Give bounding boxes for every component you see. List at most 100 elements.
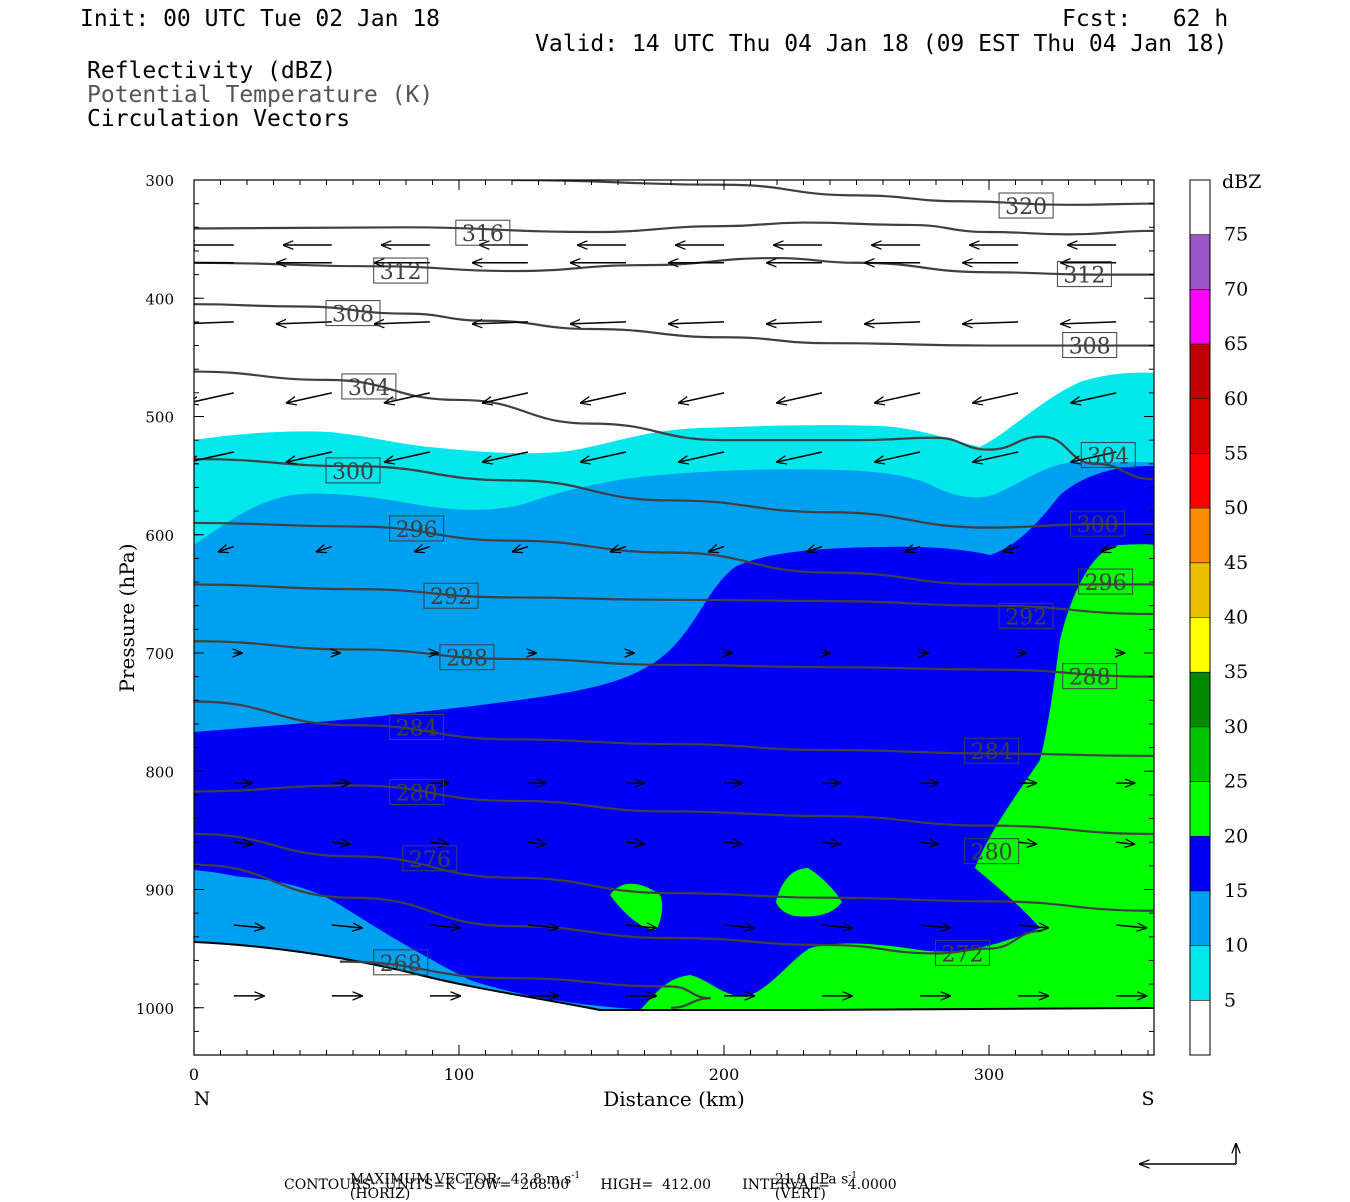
reflectivity-15dbz-region [194, 465, 1154, 1011]
circulation-vector [723, 925, 754, 928]
theta-label-276: 276 [402, 845, 458, 873]
colorbar-swatch [1190, 344, 1210, 399]
circulation-vectors [194, 245, 1146, 996]
colorbar-swatch [1190, 781, 1210, 837]
colorbar-swatch [1190, 562, 1210, 618]
circulation-vector [513, 547, 529, 552]
y-tick-label: 700 [145, 645, 174, 663]
svg-text:288: 288 [1069, 666, 1111, 691]
colorbar-label: 25 [1224, 771, 1248, 793]
theta-label-268: 268 [373, 949, 429, 977]
x-axis-title: Distance (km) [603, 1087, 745, 1111]
colorbar-label: 10 [1224, 935, 1248, 957]
colorbar-label: 40 [1224, 607, 1248, 629]
theta-label-272: 272 [935, 939, 990, 967]
theta-label-292: 292 [423, 582, 479, 610]
circulation-vector [1116, 925, 1146, 928]
svg-text:308: 308 [1069, 335, 1111, 360]
svg-text:292: 292 [430, 585, 472, 610]
x-tick-label: 300 [974, 1065, 1005, 1084]
circulation-vector [777, 451, 823, 462]
theta-contour-280 [194, 784, 1154, 836]
circulation-vector [920, 925, 950, 928]
svg-text:296: 296 [1085, 571, 1127, 596]
circulation-vector [875, 392, 921, 403]
theta-contour-312 [194, 256, 1154, 276]
svg-text:312: 312 [380, 260, 422, 285]
valid-time: Valid: 14 UTC Thu 04 Jan 18 (09 EST Thu … [535, 31, 1228, 57]
colorbar-unit: dBZ [1222, 171, 1261, 193]
circulation-vector [277, 322, 332, 324]
colorbar-label: 60 [1224, 388, 1248, 410]
svg-text:320: 320 [1005, 195, 1047, 220]
circulation-vector [679, 392, 725, 403]
theta-label-304: 304 [341, 373, 397, 401]
theta-label-300: 300 [325, 457, 381, 485]
circulation-vector [483, 451, 529, 462]
colorbar-swatch [1190, 890, 1210, 946]
colorbar-swatch [1190, 508, 1210, 563]
svg-text:288: 288 [446, 647, 488, 672]
circulation-vector [429, 842, 448, 844]
circulation-vector [723, 842, 742, 844]
colorbar-swatch [1190, 289, 1210, 345]
circulation-vector [581, 392, 627, 403]
theta-contour-320 [511, 180, 1154, 206]
svg-text:292: 292 [1005, 605, 1047, 630]
theta-label-284: 284 [964, 737, 1020, 765]
circulation-vector [1071, 392, 1117, 403]
circulation-vector [777, 392, 823, 403]
legend-reflectivity: Reflectivity (dBZ) [87, 58, 337, 84]
contours-info: CONTOURS: UNITS=K LOW= 268.00 HIGH= 412.… [284, 1177, 897, 1193]
theta-label-300: 300 [1070, 510, 1126, 538]
circulation-vector [920, 842, 938, 844]
circulation-vector [194, 321, 234, 325]
terrain-mask [194, 942, 1154, 1055]
circulation-vector [1071, 451, 1117, 462]
circulation-vector [875, 451, 921, 462]
circulation-vector [429, 925, 460, 928]
theta-label-308: 308 [325, 300, 381, 328]
circulation-vector [194, 392, 234, 403]
svg-text:316: 316 [462, 222, 504, 247]
svg-text:284: 284 [971, 740, 1013, 765]
reflectivity-20dbz-cell [776, 868, 842, 917]
svg-text:300: 300 [1077, 513, 1119, 538]
theta-contour-268 [339, 960, 711, 1009]
colorbar: 5 10 15 20 25 30 35 40 45 50 55 60 65 70 75 dBZ [1189, 171, 1261, 1056]
x-right-end-label: S [1141, 1088, 1154, 1110]
theta-contour-276 [194, 832, 1154, 912]
circulation-vector [415, 547, 431, 552]
potential-temperature-contours [194, 180, 1154, 1009]
y-tick-label: 1000 [136, 1000, 174, 1018]
circulation-vector [375, 322, 430, 324]
circulation-vector [527, 842, 546, 844]
reference-vector-icon [1140, 1144, 1236, 1164]
circulation-vector [287, 451, 332, 462]
x-tick-label: 100 [444, 1065, 475, 1084]
theta-label-288: 288 [439, 644, 495, 672]
theta-contour-316 [194, 221, 1154, 236]
svg-text:304: 304 [1087, 445, 1129, 470]
reflectivity-shading [194, 372, 1154, 1055]
theta-contour-292 [194, 583, 1154, 616]
colorbar-swatch [1190, 398, 1210, 454]
theta-contour-284 [194, 700, 1154, 757]
circulation-vector [905, 547, 921, 552]
theta-label-312: 312 [373, 257, 429, 285]
svg-text:276: 276 [409, 848, 451, 873]
circulation-vector [625, 925, 656, 928]
colorbar-swatch [1190, 234, 1210, 290]
circulation-vector [1018, 925, 1048, 928]
colorbar-label: 15 [1224, 880, 1248, 902]
circulation-vector [1101, 547, 1117, 552]
colorbar-swatch [1190, 1000, 1210, 1055]
circulation-vector [331, 925, 362, 928]
svg-text:300: 300 [332, 460, 374, 485]
colorbar-swatch [1190, 453, 1210, 509]
colorbar-label: 70 [1224, 278, 1248, 300]
circulation-vector [581, 451, 627, 462]
x-tick-label: 0 [189, 1065, 199, 1084]
